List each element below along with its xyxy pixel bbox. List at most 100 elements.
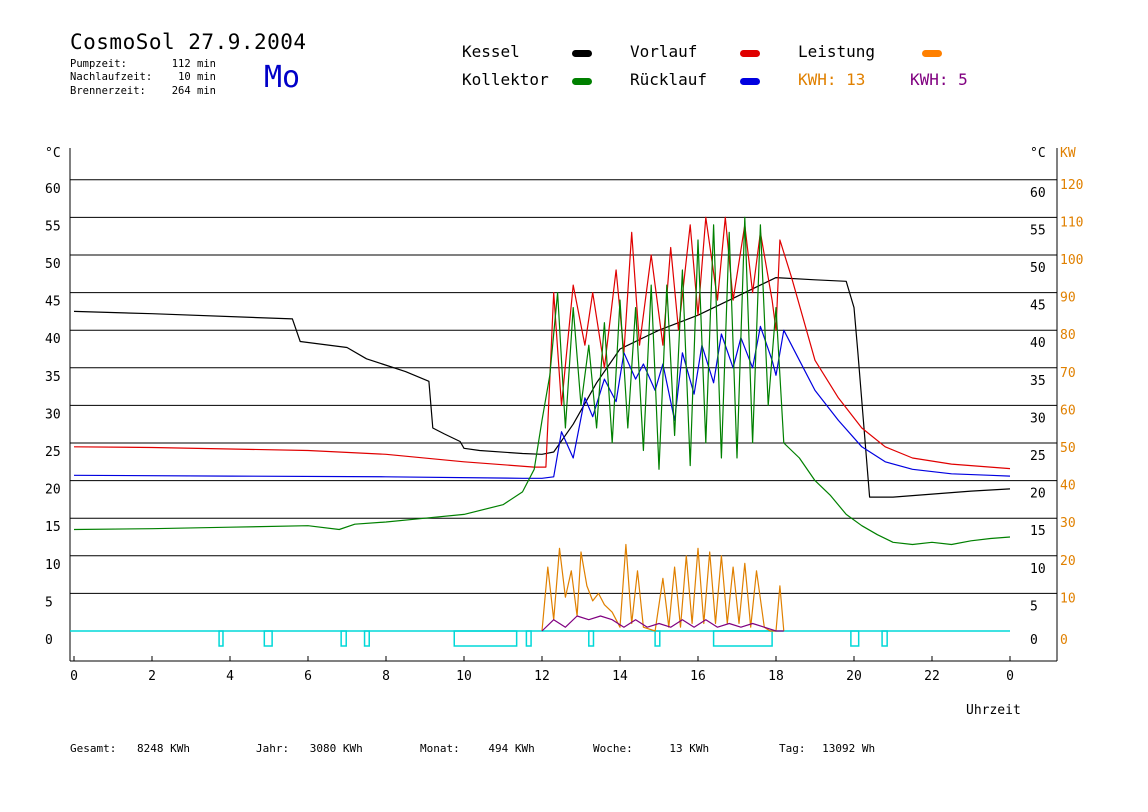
y-tick-label-left: 50 <box>45 257 61 272</box>
kw-tick-label: 70 <box>1060 366 1076 381</box>
x-tick-label: 16 <box>690 669 706 684</box>
kw-tick-label: 0 <box>1060 633 1068 648</box>
y-tick-label-right: 60 <box>1030 186 1046 201</box>
status-pulse <box>850 630 860 647</box>
burner-time-label: Brennerzeit: <box>70 85 146 97</box>
burner-time: Brennerzeit: 264 min <box>70 85 216 97</box>
pump-time-value: 112 min <box>171 58 216 70</box>
footer-week-label: Woche: <box>593 742 633 755</box>
legend-kwh-total: KWH: 13 <box>798 70 866 89</box>
y-tick-label-right: 5 <box>1030 599 1038 614</box>
x-tick-label: 20 <box>846 669 862 684</box>
y-tick-label-right: 45 <box>1030 299 1046 314</box>
y-tick-label-left: 0 <box>45 633 53 648</box>
series-line-kessel <box>73 277 1011 498</box>
status-pulse <box>525 630 532 647</box>
legend-vorlauf-swatch <box>740 50 760 57</box>
footer-year: Jahr: 3080 KWh <box>256 742 363 755</box>
status-pulse <box>654 630 661 647</box>
chart-title: CosmoSol 27.9.2004 <box>70 30 307 54</box>
status-pulse <box>453 630 518 647</box>
kw-tick-label: 120 <box>1060 178 1083 193</box>
x-tick-label: 14 <box>612 669 628 684</box>
legend-kollektor-swatch <box>572 78 592 85</box>
footer-day-value: 13092 Wh <box>822 742 876 755</box>
x-tick-label: 18 <box>768 669 784 684</box>
x-tick-label: 8 <box>382 669 390 684</box>
series-line-r-cklauf <box>73 325 1011 479</box>
footer-total: Gesamt: 8248 KWh <box>70 742 190 755</box>
footer-month-value: 494 KWh <box>488 742 535 755</box>
footer-week-value: 13 KWh <box>669 742 710 755</box>
x-tick-label: 0 <box>1006 669 1014 684</box>
status-pulse <box>712 630 773 647</box>
y-tick-label-left: 5 <box>45 595 53 610</box>
status-pulse <box>363 630 370 647</box>
y-tick-label-left: 45 <box>45 295 61 310</box>
series-line-kollektor <box>73 216 1011 546</box>
burner-time-value: 264 min <box>171 85 216 97</box>
y-tick-label-right: 0 <box>1030 633 1038 648</box>
legend-kwh-second: KWH: 5 <box>910 70 968 89</box>
pump-time: Pumpzeit: 112 min <box>70 58 216 70</box>
legend-vorlauf-label: Vorlauf <box>630 42 698 61</box>
y-tick-label-right: 25 <box>1030 449 1046 464</box>
kw-tick-label: 20 <box>1060 554 1076 569</box>
legend-ruecklauf-swatch <box>740 78 760 85</box>
kw-tick-label: 90 <box>1060 291 1076 306</box>
y-tick-label-right: 15 <box>1030 524 1046 539</box>
y-tick-label-right: 55 <box>1030 223 1046 238</box>
y-tick-label-left: 15 <box>45 520 61 535</box>
footer-month: Monat: 494 KWh <box>420 742 535 755</box>
y-tick-label-left: 35 <box>45 370 61 385</box>
legend-kollektor-label: Kollektor <box>462 70 549 89</box>
footer-day: Tag: 13092 Wh <box>779 742 875 755</box>
footer-day-label: Tag: <box>779 742 806 755</box>
x-tick-label: 22 <box>924 669 940 684</box>
y-tick-label-left: 40 <box>45 332 61 347</box>
followup-time-label: Nachlaufzeit: <box>70 71 153 83</box>
status-pulse <box>218 630 224 647</box>
y-tick-label-left: 55 <box>45 219 61 234</box>
x-tick-label: 12 <box>534 669 550 684</box>
series-line-leistung-r-cklauf <box>541 615 784 632</box>
legend-leistung-swatch <box>922 50 942 57</box>
y-tick-label-right: 50 <box>1030 261 1046 276</box>
kw-tick-label: 80 <box>1060 328 1076 343</box>
x-tick-label: 4 <box>226 669 234 684</box>
kw-tick-label: 110 <box>1060 215 1083 230</box>
followup-time-value: 10 min <box>178 71 216 83</box>
y-tick-label-right: 10 <box>1030 562 1046 577</box>
y-tick-label-right: 20 <box>1030 487 1046 502</box>
kw-tick-label: 100 <box>1060 253 1083 268</box>
followup-time: Nachlaufzeit: 10 min <box>70 71 216 83</box>
kw-tick-label: 50 <box>1060 441 1076 456</box>
kw-tick-label: 30 <box>1060 516 1076 531</box>
y-tick-label-right: 40 <box>1030 336 1046 351</box>
legend-kessel-label: Kessel <box>462 42 520 61</box>
legend-leistung-label: Leistung <box>798 42 876 61</box>
status-pulse <box>340 630 347 647</box>
footer-total-value: 8248 KWh <box>136 742 190 755</box>
y-axis-unit-right: °C <box>1030 146 1046 161</box>
status-pulse <box>881 630 888 647</box>
y-axis-unit-left: °C <box>45 146 61 161</box>
y-tick-label-right: 30 <box>1030 411 1046 426</box>
footer-year-value: 3080 KWh <box>309 742 363 755</box>
series-line-leistung <box>541 543 785 632</box>
y-tick-label-left: 60 <box>45 182 61 197</box>
y-tick-label-right: 35 <box>1030 374 1046 389</box>
kw-tick-label: 60 <box>1060 403 1076 418</box>
kw-tick-label: 10 <box>1060 591 1076 606</box>
x-tick-label: 6 <box>304 669 312 684</box>
series-line-vorlauf <box>73 216 1011 470</box>
y-tick-label-left: 10 <box>45 558 61 573</box>
footer-month-label: Monat: <box>420 742 460 755</box>
x-tick-label: 2 <box>148 669 156 684</box>
weekday-label: Mo <box>264 60 301 95</box>
x-axis-title: Uhrzeit <box>966 703 1021 718</box>
status-pulse <box>263 630 273 647</box>
y-tick-label-left: 30 <box>45 407 61 422</box>
legend-kessel-swatch <box>572 50 592 57</box>
